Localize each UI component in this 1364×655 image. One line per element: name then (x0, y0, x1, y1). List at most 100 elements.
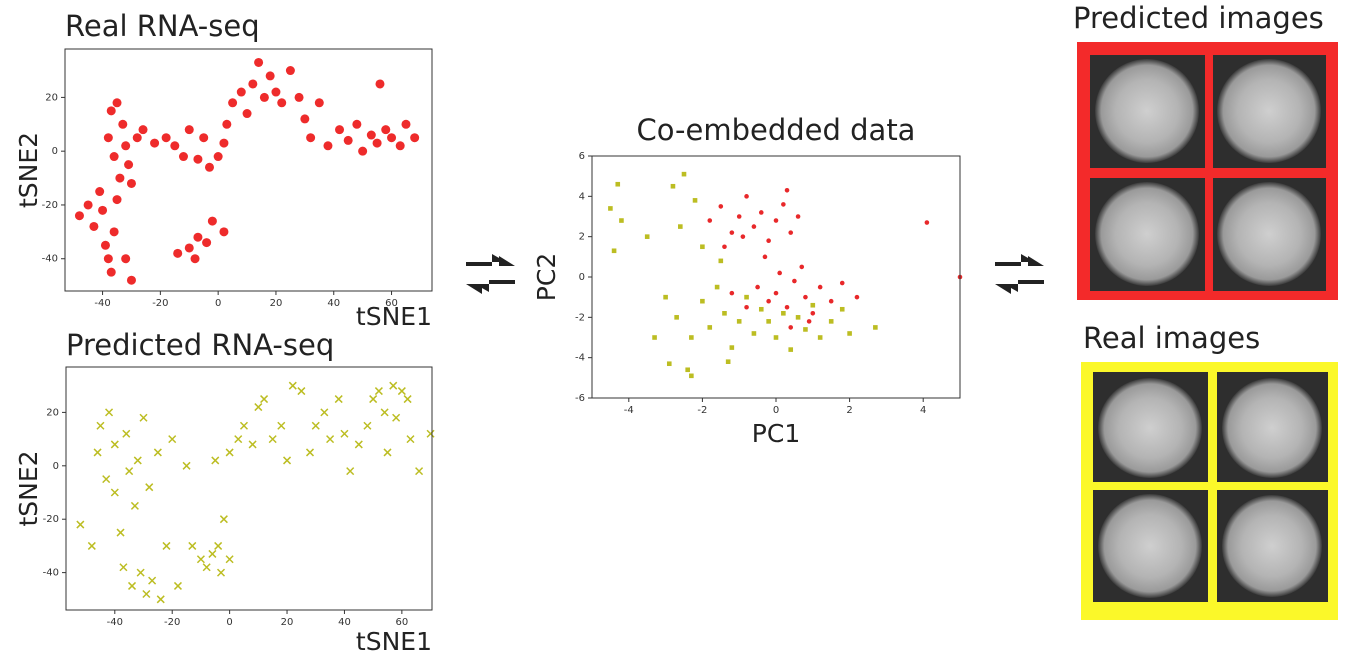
x-tick-label: -2 (697, 405, 707, 416)
point (847, 331, 852, 336)
point (792, 278, 797, 284)
point (722, 244, 727, 250)
point (95, 187, 105, 197)
point (173, 581, 182, 590)
y-tick-label: 4 (579, 191, 585, 202)
point (718, 204, 724, 209)
point (751, 224, 757, 229)
point (83, 200, 93, 210)
point (788, 347, 794, 352)
point (744, 194, 749, 199)
point (248, 440, 257, 449)
point (670, 183, 676, 189)
y-tick-label: -40 (43, 568, 59, 579)
point (124, 160, 134, 170)
point (87, 541, 96, 550)
point (106, 106, 116, 116)
point (173, 248, 183, 258)
x-tick-label: 60 (385, 298, 398, 309)
x-tick-label: 0 (773, 405, 779, 416)
chart-title: Predicted RNA-seq (66, 328, 334, 362)
point (678, 224, 683, 229)
arrows (466, 254, 1044, 294)
point (306, 133, 316, 143)
cell-image (1217, 59, 1321, 163)
point (288, 381, 297, 390)
point (127, 581, 137, 590)
point (109, 227, 119, 237)
point (216, 568, 226, 577)
point (170, 141, 180, 151)
point (828, 298, 834, 304)
point (803, 327, 808, 332)
point (681, 171, 687, 177)
point (674, 315, 679, 320)
point (98, 205, 108, 215)
point (219, 138, 229, 148)
point (788, 325, 794, 330)
point (758, 210, 764, 215)
point (294, 92, 304, 102)
point (773, 218, 779, 223)
point (410, 133, 420, 143)
point (666, 361, 672, 367)
point (103, 133, 113, 143)
point (369, 395, 378, 404)
point (219, 515, 228, 524)
point (118, 119, 128, 129)
y-tick-label: 0 (52, 146, 58, 157)
point (406, 435, 415, 444)
y-tick-label: 20 (45, 92, 58, 103)
point (219, 227, 229, 237)
point (305, 448, 315, 457)
point (403, 395, 412, 404)
point (326, 435, 335, 444)
point (283, 456, 292, 465)
point (788, 230, 794, 235)
point (168, 435, 177, 444)
arrow-right (995, 254, 1044, 266)
point (76, 520, 85, 529)
point (190, 254, 200, 264)
point (744, 294, 749, 300)
point (145, 483, 154, 492)
y-axis-label: tSNE2 (14, 132, 43, 208)
point (208, 549, 217, 558)
scatter-chart: Co-embedded data PC1 PC2 -4 -2 0 2 4 -6 -4 -2 0 2 4 6 (532, 113, 963, 448)
point (121, 254, 131, 264)
point (784, 187, 790, 193)
panel-title: Real images (1083, 321, 1260, 355)
x-tick-label: -40 (94, 298, 110, 309)
point (156, 595, 165, 604)
point (199, 133, 209, 143)
point (718, 258, 724, 264)
y-tick-label: -20 (43, 514, 59, 525)
image-grid (1090, 55, 1326, 291)
point (207, 216, 217, 226)
point (652, 335, 657, 340)
point (103, 254, 113, 264)
point (375, 79, 385, 89)
point (260, 395, 269, 404)
cell-image (1098, 494, 1202, 598)
point (777, 270, 782, 276)
point (254, 403, 263, 412)
point (184, 243, 194, 253)
point (366, 130, 376, 140)
y-tick-label: -2 (575, 312, 585, 323)
point (126, 178, 136, 188)
point (707, 325, 713, 330)
point (112, 98, 122, 108)
point (392, 413, 401, 422)
point (323, 141, 333, 151)
point (806, 319, 812, 324)
arrow-left (995, 280, 1044, 294)
point (358, 146, 368, 156)
point (781, 311, 786, 316)
point (608, 206, 613, 211)
point (254, 57, 264, 67)
x-axis-label: PC1 (752, 419, 800, 448)
point (204, 162, 214, 172)
point (736, 214, 742, 219)
point (766, 238, 771, 243)
